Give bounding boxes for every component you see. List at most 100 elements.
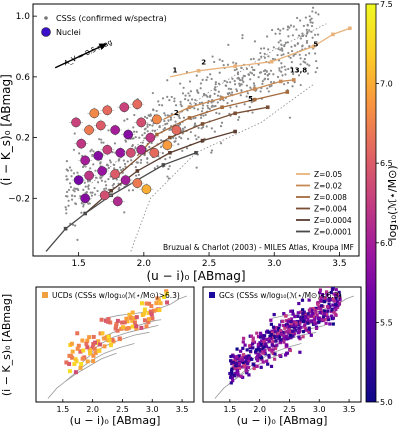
- gc-point: [252, 366, 256, 371]
- gc-point: [279, 338, 283, 342]
- model-age-marker: [200, 138, 205, 143]
- ucd-point: [125, 319, 130, 324]
- css-point: [308, 45, 311, 48]
- legend-nuclei-marker: [41, 27, 51, 37]
- gc-panel: 1.5 2.0 2.5 3.0 3.5 GCs (CSSs w/log₁₀(ℳ⋆/M⊙)…: [202, 286, 362, 426]
- css-point: [200, 110, 204, 113]
- css-point: [73, 132, 76, 135]
- gc-point: [306, 321, 310, 325]
- gc-point: [320, 318, 324, 322]
- css-point: [87, 184, 90, 187]
- css-point: [92, 163, 95, 166]
- main-y-tick-label: 1.0: [16, 12, 31, 22]
- ucd-point: [113, 326, 118, 331]
- age-label: 5: [313, 41, 318, 49]
- css-point: [108, 159, 112, 162]
- css-point: [173, 97, 176, 100]
- gc-point: [236, 363, 240, 368]
- css-point: [72, 148, 76, 151]
- css-point: [226, 92, 229, 95]
- gc-point: [235, 369, 239, 373]
- gc-point: [302, 325, 307, 329]
- css-point: [249, 86, 252, 89]
- nucleus-point: [93, 150, 104, 161]
- css-point: [238, 82, 241, 85]
- gc-point: [262, 341, 266, 345]
- gc-point: [289, 309, 293, 313]
- css-point: [168, 99, 171, 102]
- gc-x-tick-label: 3.5: [343, 405, 356, 414]
- css-point: [147, 114, 150, 117]
- css-point: [138, 136, 141, 139]
- gc-point: [285, 343, 289, 347]
- css-point: [126, 160, 129, 163]
- colorbar-tick-label: 5.0: [380, 398, 393, 407]
- css-point: [109, 161, 112, 164]
- css-point: [216, 94, 220, 97]
- css-point: [266, 35, 269, 38]
- css-point: [146, 123, 149, 126]
- gc-point: [282, 312, 286, 316]
- css-point: [288, 116, 292, 119]
- css-point: [185, 147, 189, 150]
- ucd-point: [128, 316, 133, 321]
- nucleus-point: [115, 147, 126, 158]
- gc-point: [231, 374, 235, 378]
- css-point: [82, 205, 85, 208]
- gc-point: [247, 373, 251, 377]
- gc-point: [338, 297, 342, 301]
- ucd-point: [78, 365, 83, 370]
- model-age-marker: [155, 132, 159, 137]
- gc-x-axis-label: (u − i)₀ [ABmag]: [237, 414, 328, 426]
- css-point: [214, 86, 217, 89]
- gc-point: [292, 332, 297, 336]
- gc-point: [323, 317, 327, 321]
- css-point: [181, 92, 185, 95]
- css-point: [173, 140, 176, 143]
- css-point: [235, 89, 239, 93]
- gc-point: [235, 347, 239, 351]
- gc-point: [259, 356, 264, 360]
- css-point: [280, 66, 283, 69]
- css-point: [221, 59, 224, 63]
- ucd-point: [132, 316, 137, 321]
- css-point: [267, 55, 270, 58]
- css-point: [141, 134, 144, 137]
- gc-point: [330, 314, 334, 318]
- css-point: [252, 57, 255, 60]
- css-point: [287, 35, 290, 38]
- css-point: [226, 63, 230, 66]
- css-point: [280, 54, 283, 57]
- css-point: [263, 52, 266, 55]
- css-point: [195, 74, 198, 77]
- gc-point: [287, 325, 292, 329]
- css-point: [302, 24, 305, 28]
- css-point: [113, 167, 116, 170]
- css-point: [112, 182, 116, 186]
- css-point: [267, 48, 270, 51]
- gc-point: [260, 357, 264, 362]
- css-point: [163, 112, 166, 115]
- gc-point: [314, 308, 318, 312]
- gc-point: [327, 302, 331, 307]
- css-point: [238, 84, 241, 87]
- css-point: [65, 160, 68, 163]
- gc-point: [303, 315, 308, 319]
- css-point: [305, 41, 309, 44]
- gc-point: [242, 336, 246, 340]
- gc-point: [297, 301, 301, 306]
- css-point: [69, 185, 73, 189]
- css-point: [66, 168, 69, 171]
- gc-point: [274, 339, 278, 343]
- css-point: [218, 58, 221, 61]
- gc-point: [281, 319, 285, 323]
- gc-point: [323, 296, 327, 300]
- css-point: [117, 188, 120, 191]
- ucd-point: [75, 331, 80, 336]
- gc-point: [284, 319, 288, 323]
- ucd-point: [105, 319, 110, 324]
- model-age-marker: [187, 105, 192, 110]
- css-point: [213, 92, 216, 96]
- model-envelope-line: [130, 84, 314, 252]
- ucd-point: [130, 324, 135, 329]
